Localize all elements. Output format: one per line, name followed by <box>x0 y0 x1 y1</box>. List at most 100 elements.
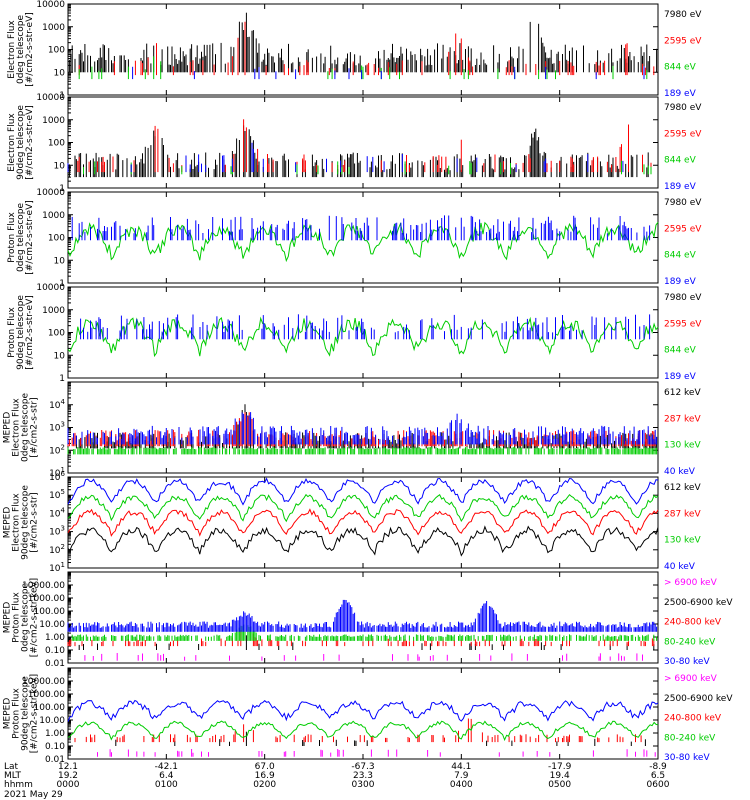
x-tick-label-mlt: 19.2 <box>58 771 78 781</box>
y-tick-label: 10000 <box>36 188 65 198</box>
series-line <box>67 720 659 742</box>
series-line <box>67 221 659 263</box>
x-tick-label-hhmm: 0500 <box>548 780 571 790</box>
y-axis-label: Proton Flux <box>12 688 22 739</box>
x-tick-label-lat: -42.1 <box>155 762 178 772</box>
y-axis-label: [#/cm2-s-str] <box>30 492 40 552</box>
y-axis-label: Proton Flux <box>12 592 22 643</box>
series-line <box>67 477 659 506</box>
x-tick-label-mlt: 7.9 <box>454 771 469 781</box>
series-844-ev <box>67 221 659 263</box>
y-axis-label: 90deg telescope <box>21 676 31 751</box>
x-tick-label-mlt: 19.4 <box>550 771 570 781</box>
series-line <box>67 493 659 523</box>
series--6900-kev <box>97 749 656 757</box>
legend-entry: 2595 eV <box>664 129 702 139</box>
y-tick-label: 100 <box>48 234 65 244</box>
legend-entry: 40 keV <box>664 562 696 572</box>
y-tick-label: 10.00 <box>39 716 65 726</box>
legend-entry: 612 keV <box>664 388 701 398</box>
y-tick-label: 100.00 <box>34 607 66 617</box>
legend-entry: 130 keV <box>664 441 701 451</box>
y-axis-label: 0deg telescope <box>21 583 31 653</box>
legend-entry: 844 eV <box>664 346 697 356</box>
y-axis-label: Proton Flux <box>7 212 17 263</box>
legend-entry: > 6900 keV <box>664 578 718 588</box>
y-tick-label: 10000.00 <box>22 677 65 687</box>
legend-entry: 30-80 keV <box>664 657 710 667</box>
y-axis-label: Electron Flux <box>12 398 22 457</box>
y-tick-label: 104 <box>49 398 65 411</box>
series-7980-ev <box>68 125 649 178</box>
y-tick-label: 1 <box>59 184 65 194</box>
x-tick-label-mlt: 6.5 <box>651 771 665 781</box>
y-tick-label: 1 <box>59 279 65 289</box>
y-axis-label: [#/cm2-s-str] <box>30 397 40 457</box>
y-tick-label: 10 <box>54 68 66 78</box>
y-tick-label: 1 <box>59 374 65 384</box>
series--6900-kev <box>84 653 643 661</box>
x-tick-label-mlt: 16.9 <box>255 771 275 781</box>
y-axis-label: Electron Flux <box>7 113 17 172</box>
series-240-800-kev <box>67 630 655 647</box>
legend-entry: 40 keV <box>664 467 696 477</box>
x-axis-row-label: 2021 May 29 <box>4 790 63 800</box>
panel-frame <box>67 476 659 569</box>
y-tick-label: 1000.00 <box>28 690 65 700</box>
legend-entry: 287 keV <box>664 509 701 519</box>
y-tick-label: 10 <box>54 256 66 266</box>
x-tick-label-lat: 12.1 <box>58 762 78 772</box>
y-tick-label: 0.01 <box>45 659 65 669</box>
x-tick-label-lat: 67.0 <box>255 762 275 772</box>
series-40-kev <box>67 412 658 445</box>
legend-entry: 844 eV <box>664 156 697 166</box>
x-tick-label-lat: -67.3 <box>351 762 374 772</box>
series-130-kev <box>67 447 658 455</box>
legend-entry: 80-240 keV <box>664 733 716 743</box>
legend-entry: 130 keV <box>664 536 701 546</box>
legend-entry: 2500-6900 keV <box>664 598 733 608</box>
y-axis-label: Electron Flux <box>7 20 17 79</box>
series-844-ev <box>83 159 652 175</box>
legend-entry: 612 keV <box>664 483 701 493</box>
y-axis-label: [#/cm2-s-str-eV] <box>25 12 35 87</box>
legend-entry: 189 eV <box>664 89 697 99</box>
legend-entry: 240-800 keV <box>664 618 722 628</box>
y-tick-label: 106 <box>49 470 65 483</box>
y-axis-label: MEPED <box>3 412 13 444</box>
x-tick-label-mlt: 23.3 <box>353 771 373 781</box>
x-tick-label-mlt: 6.4 <box>159 771 174 781</box>
panel-frame <box>67 667 659 760</box>
y-tick-label: 1000.00 <box>28 594 65 604</box>
y-tick-label: 10000.00 <box>22 581 65 591</box>
y-tick-label: 102 <box>49 443 65 456</box>
y-tick-label: 10.00 <box>39 620 65 630</box>
legend-entry: 80-240 keV <box>664 637 716 647</box>
series-line <box>67 699 659 722</box>
legend-entry: 240-800 keV <box>664 714 722 724</box>
legend-entry: 7980 eV <box>664 198 702 208</box>
y-tick-label: 100 <box>48 46 65 56</box>
x-tick-label-hhmm: 0000 <box>57 780 80 790</box>
y-tick-label: 100.00 <box>34 703 66 713</box>
y-axis-label: MEPED <box>3 602 13 634</box>
y-tick-label: 1.00 <box>45 633 65 643</box>
y-axis-label: MEPED <box>3 507 13 539</box>
y-tick-label: 102 <box>49 543 65 556</box>
legend-entry: > 6900 keV <box>664 674 718 684</box>
series-80-240-kev <box>67 720 659 742</box>
legend-entry: 189 eV <box>664 372 697 382</box>
series-844-ev <box>78 56 648 80</box>
x-axis-row-label: hhmm <box>4 780 33 790</box>
y-tick-label: 1000 <box>42 116 65 126</box>
y-axis-label: 0deg telescope <box>16 203 26 273</box>
y-axis-label: [#/cm2-s-str-eV] <box>25 105 35 180</box>
panel-frame <box>67 96 659 189</box>
x-tick-label-hhmm: 0600 <box>647 780 670 790</box>
y-tick-label: 10000 <box>36 0 65 10</box>
y-tick-label: 103 <box>49 525 65 538</box>
y-axis-label: [#/cm2-s-str-eV] <box>25 200 35 275</box>
y-tick-label: 1000 <box>42 211 65 221</box>
series-189-ev <box>67 142 624 173</box>
